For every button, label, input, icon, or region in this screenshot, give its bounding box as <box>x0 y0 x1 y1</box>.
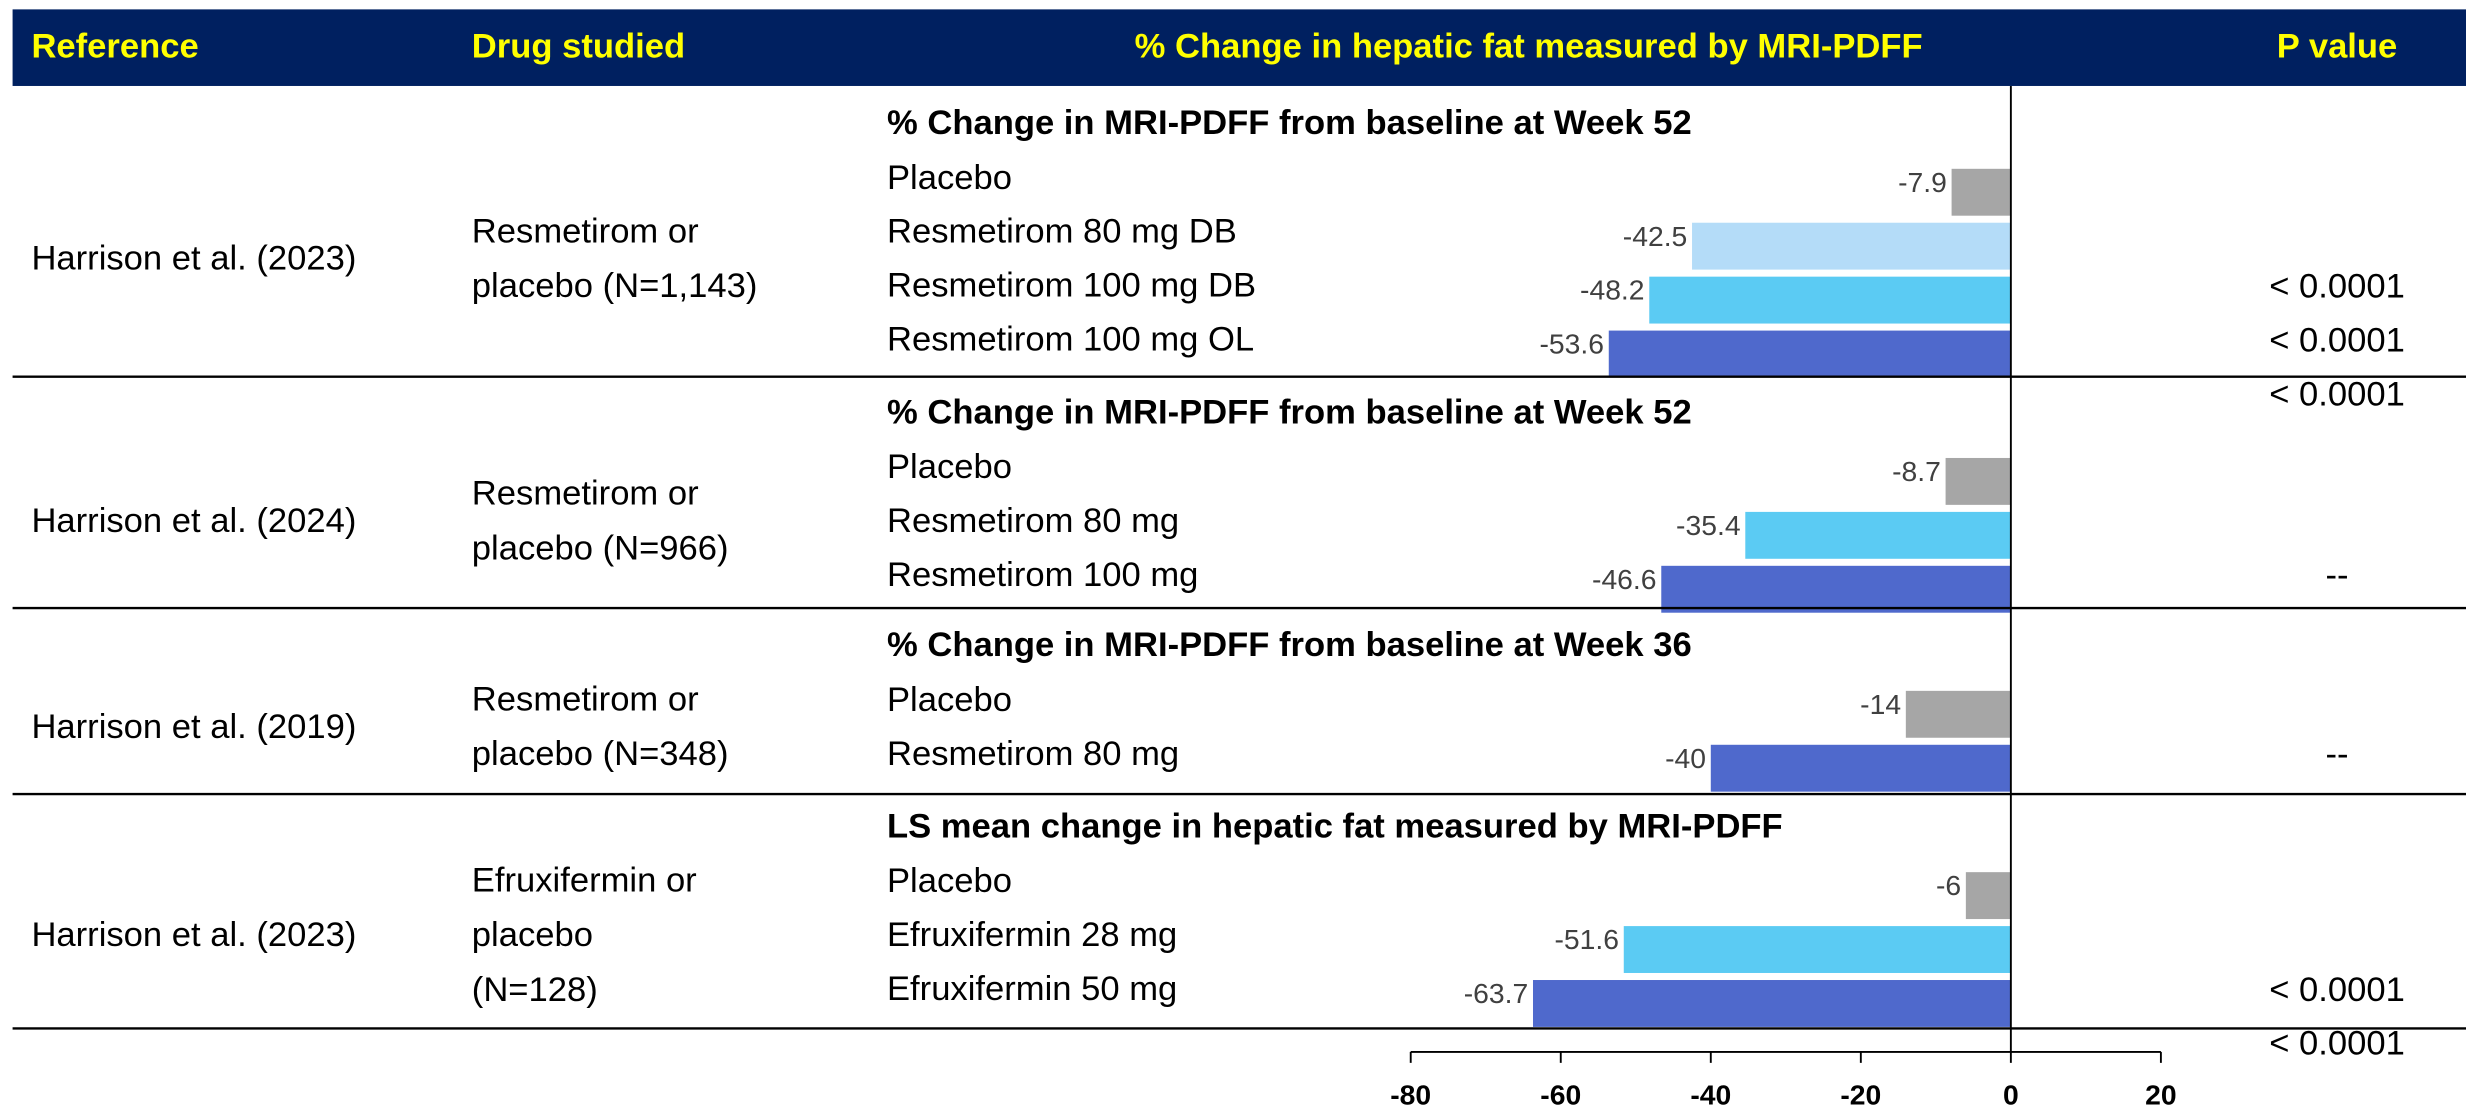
drug: placebo (N=1,143) <box>472 267 758 305</box>
bar <box>1945 457 2011 505</box>
p-value: -- <box>2326 736 2349 774</box>
reference: Harrison et al. (2019) <box>31 708 356 746</box>
subtitle: LS mean change in hepatic fat measured b… <box>887 808 1783 846</box>
value-label: -14 <box>1860 688 1901 720</box>
drug: placebo (N=966) <box>472 529 729 567</box>
drug: Resmetirom or <box>472 212 699 250</box>
category-label: Resmetirom 80 mg <box>887 735 1179 773</box>
column-header: P value <box>2277 28 2398 66</box>
category-label: Resmetirom 100 mg OL <box>887 321 1254 359</box>
value-label: -53.6 <box>1540 328 1605 360</box>
drug: Resmetirom or <box>472 681 699 719</box>
p-value: -- <box>2326 557 2349 595</box>
bar <box>1608 330 2011 378</box>
value-label: -6 <box>1936 869 1961 901</box>
category-label: Resmetirom 100 mg <box>887 556 1198 594</box>
drug: (N=128) <box>472 971 598 1009</box>
drug: placebo <box>472 916 593 954</box>
bar <box>1951 168 2011 216</box>
value-label: -40 <box>1665 742 1706 774</box>
category-label: Placebo <box>887 159 1012 197</box>
column-header: Reference <box>31 28 198 66</box>
bar <box>1661 565 2011 613</box>
p-value: < 0.0001 <box>2269 321 2405 359</box>
p-value: < 0.0001 <box>2269 1025 2405 1063</box>
bar <box>1532 980 2011 1027</box>
category-label: Placebo <box>887 681 1012 719</box>
category-label: Placebo <box>887 862 1012 900</box>
value-label: -42.5 <box>1623 220 1688 252</box>
value-label: -7.9 <box>1898 166 1947 198</box>
category-label: Resmetirom 80 mg <box>887 502 1179 540</box>
drug: placebo (N=348) <box>472 735 729 773</box>
p-value: < 0.0001 <box>2269 375 2405 413</box>
x-tick-label: -20 <box>1840 1079 1881 1111</box>
x-tick-label: -60 <box>1540 1079 1581 1111</box>
p-value: < 0.0001 <box>2269 268 2405 306</box>
category-label: Resmetirom 100 mg DB <box>887 267 1256 305</box>
drug: Resmetirom or <box>472 475 699 513</box>
reference: Harrison et al. (2024) <box>31 502 356 540</box>
bar <box>1692 222 2011 270</box>
bar <box>1905 690 2011 738</box>
bar <box>1745 511 2011 559</box>
bar <box>1965 872 2011 920</box>
bar <box>1649 276 2011 324</box>
subtitle: % Change in MRI-PDFF from baseline at We… <box>887 626 1692 664</box>
bar <box>1710 744 2011 792</box>
value-label: -48.2 <box>1580 274 1645 306</box>
value-label: -46.6 <box>1592 563 1657 595</box>
category-label: Efruxifermin 28 mg <box>887 916 1177 954</box>
header-bar <box>12 9 2466 86</box>
bar <box>1623 926 2011 973</box>
subtitle: % Change in MRI-PDFF from baseline at We… <box>887 393 1692 431</box>
value-label: -35.4 <box>1676 509 1741 541</box>
reference: Harrison et al. (2023) <box>31 240 356 278</box>
x-tick-label: 20 <box>2145 1079 2176 1111</box>
value-label: -8.7 <box>1892 455 1941 487</box>
drug: Efruxifermin or <box>472 862 697 900</box>
category-label: Efruxifermin 50 mg <box>887 970 1177 1008</box>
column-header: % Change in hepatic fat measured by MRI-… <box>1135 28 1923 66</box>
value-label: -63.7 <box>1464 977 1529 1009</box>
x-tick-label: 0 <box>2003 1079 2019 1111</box>
category-label: Resmetirom 80 mg DB <box>887 213 1237 251</box>
x-tick-label: -80 <box>1390 1079 1431 1111</box>
column-header: Drug studied <box>472 28 685 66</box>
category-label: Placebo <box>887 448 1012 486</box>
x-tick-label: -40 <box>1690 1079 1731 1111</box>
subtitle: % Change in MRI-PDFF from baseline at We… <box>887 104 1692 142</box>
p-value: < 0.0001 <box>2269 971 2405 1009</box>
reference: Harrison et al. (2023) <box>31 916 356 954</box>
value-label: -51.6 <box>1555 923 1620 955</box>
